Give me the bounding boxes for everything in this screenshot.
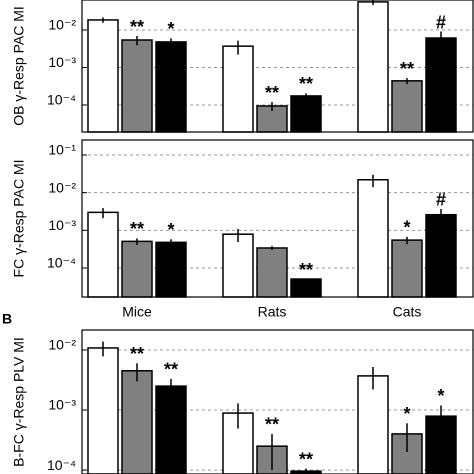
y-tick-label: 10⁻⁴ bbox=[47, 92, 76, 108]
x-tick-label: Mice bbox=[122, 304, 152, 320]
plot-frame bbox=[81, 329, 474, 474]
significance-marker: ** bbox=[400, 59, 414, 79]
x-tick-label: Rats bbox=[258, 304, 287, 320]
bar bbox=[155, 241, 187, 298]
significance-marker: ** bbox=[299, 260, 313, 280]
bar bbox=[391, 80, 423, 133]
bar bbox=[357, 375, 389, 474]
significance-marker: ** bbox=[130, 344, 144, 364]
y-tick-label: 10⁻³ bbox=[48, 217, 76, 233]
panel-label: B bbox=[2, 311, 12, 327]
significance-marker: # bbox=[436, 12, 446, 32]
y-tick-label: 10⁻² bbox=[48, 179, 76, 195]
bar bbox=[87, 347, 119, 474]
bar bbox=[121, 370, 153, 474]
y-tick-label: 10⁻² bbox=[48, 17, 76, 33]
significance-marker: # bbox=[436, 190, 446, 210]
significance-marker: ** bbox=[299, 449, 313, 469]
bar bbox=[290, 95, 322, 133]
significance-marker: ** bbox=[265, 83, 279, 103]
significance-marker: ** bbox=[299, 74, 313, 94]
bar bbox=[121, 39, 153, 133]
y-axis-label: FC γ-Resp PAC MI bbox=[11, 160, 27, 278]
y-tick-label: 10⁻³ bbox=[48, 397, 76, 413]
bar bbox=[87, 19, 119, 133]
significance-marker: ** bbox=[130, 219, 144, 239]
significance-marker: ** bbox=[265, 415, 279, 435]
plot-frame bbox=[81, 0, 474, 133]
bar bbox=[256, 247, 288, 298]
plot-frame bbox=[81, 139, 474, 298]
bar bbox=[357, 179, 389, 298]
bar bbox=[87, 211, 119, 298]
significance-marker: * bbox=[437, 386, 444, 406]
bar bbox=[425, 37, 457, 133]
significance-marker: ** bbox=[164, 360, 178, 380]
significance-marker: * bbox=[403, 218, 410, 238]
y-tick-label: 10⁻⁴ bbox=[47, 255, 76, 271]
bar bbox=[290, 278, 322, 298]
bar bbox=[121, 240, 153, 298]
bar bbox=[391, 239, 423, 298]
bar bbox=[155, 385, 187, 474]
bar bbox=[425, 213, 457, 298]
y-tick-label: 10⁻² bbox=[48, 337, 76, 353]
significance-marker: * bbox=[403, 404, 410, 424]
y-axis-label: OB γ-Resp PAC MI bbox=[11, 6, 27, 126]
y-tick-label: 10⁻¹ bbox=[48, 142, 76, 158]
significance-marker: * bbox=[167, 220, 174, 240]
significance-marker: ** bbox=[130, 17, 144, 37]
bar bbox=[357, 1, 389, 133]
bar bbox=[222, 233, 254, 298]
x-tick-label: Cats bbox=[393, 304, 422, 320]
bar bbox=[155, 41, 187, 133]
y-tick-label: 10⁻⁴ bbox=[47, 457, 76, 473]
y-axis-label: B-FC γ-Resp PLV MI bbox=[11, 337, 27, 467]
bar bbox=[222, 45, 254, 133]
y-tick-label: 10⁻³ bbox=[48, 54, 76, 70]
significance-marker: * bbox=[167, 19, 174, 39]
